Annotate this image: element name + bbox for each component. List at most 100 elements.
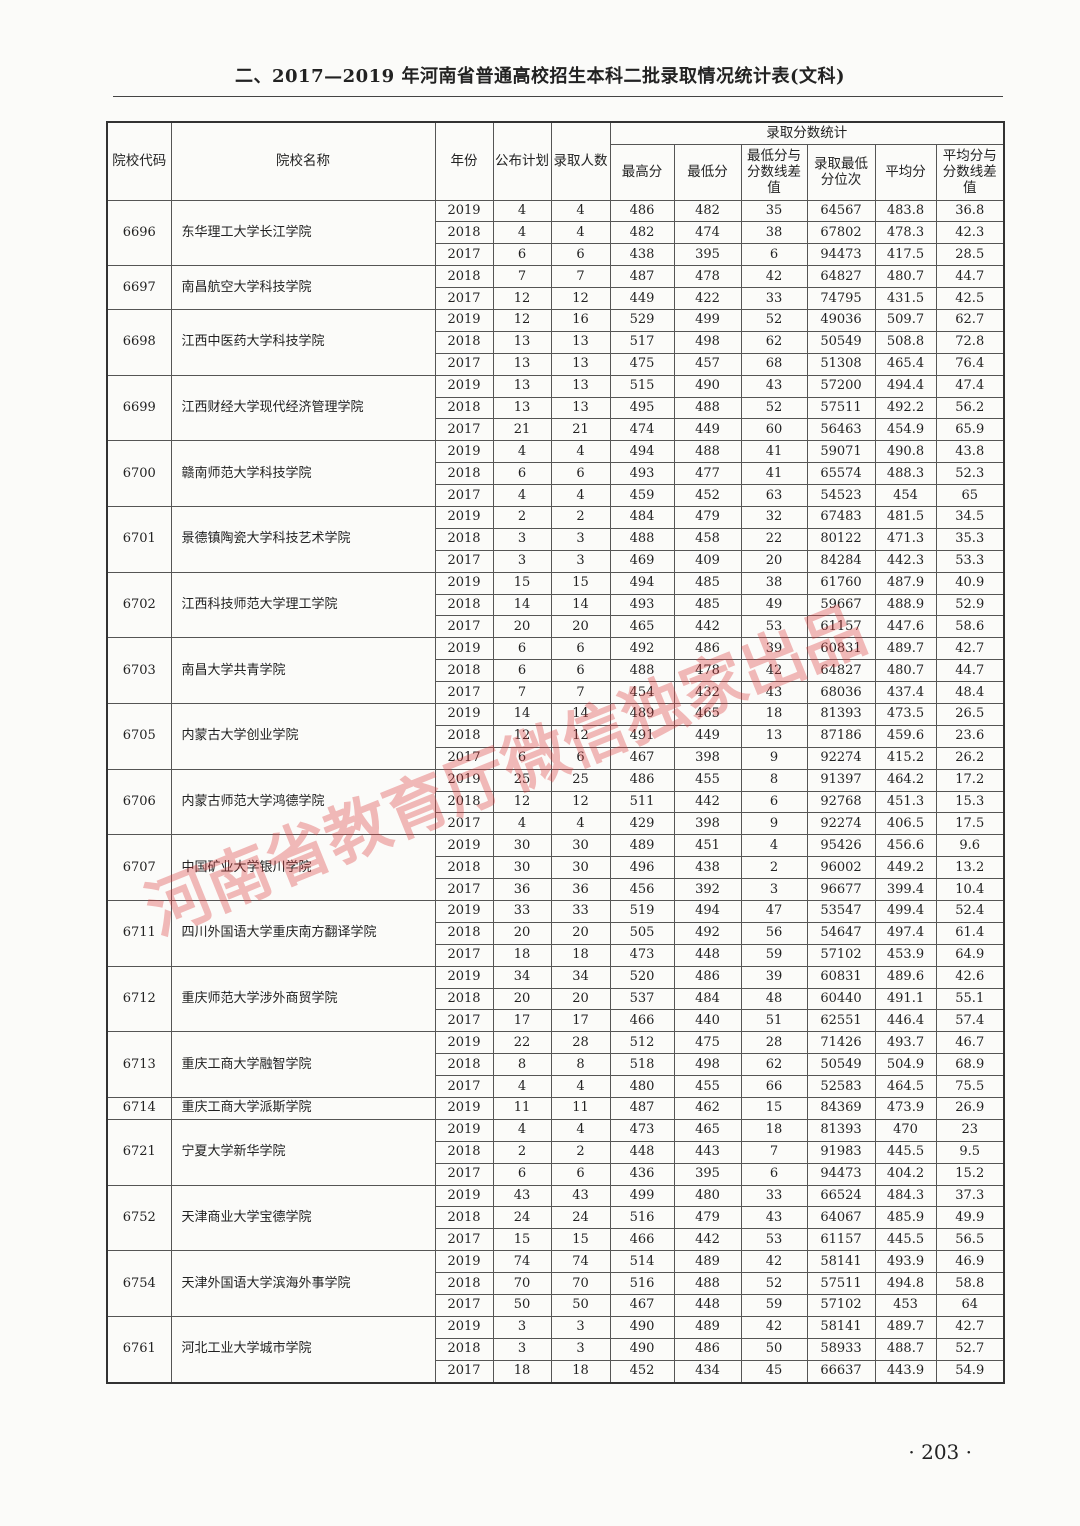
year: 2017 <box>434 549 494 573</box>
header-min-diff: 最低分与分数线差值 <box>740 143 808 201</box>
max-score: 489 <box>609 834 675 858</box>
min-score: 449 <box>673 418 742 442</box>
admitted: 20 <box>550 615 611 639</box>
min-diff: 9 <box>740 812 808 836</box>
avg-diff: 65.9 <box>935 418 1005 442</box>
min-score: 398 <box>673 746 742 770</box>
min-score: 482 <box>673 199 742 223</box>
avg-score: 417.5 <box>874 243 937 267</box>
min-rank: 67802 <box>806 221 876 245</box>
admitted: 2 <box>550 1140 611 1164</box>
min-diff: 42 <box>740 1250 808 1274</box>
max-score: 459 <box>609 484 675 507</box>
min-rank: 61157 <box>806 1228 876 1252</box>
min-rank: 87186 <box>806 724 876 748</box>
min-diff: 45 <box>740 1359 808 1384</box>
max-score: 480 <box>609 1075 675 1099</box>
max-score: 511 <box>609 790 675 814</box>
plan: 15 <box>492 571 552 595</box>
table-row: 2017 12 12 449 422 33 74795 431.5 42.5 <box>107 287 1005 310</box>
avg-diff: 23 <box>935 1118 1005 1142</box>
min-diff: 42 <box>740 265 808 289</box>
plan: 70 <box>492 1272 552 1296</box>
max-score: 512 <box>609 1031 675 1055</box>
plan: 20 <box>492 987 552 1011</box>
min-score: 490 <box>673 374 742 398</box>
max-score: 482 <box>609 221 675 245</box>
year: 2017 <box>434 418 494 442</box>
table-row: 2017 18 18 473 448 59 57102 453.9 64.9 <box>107 943 1005 967</box>
admitted: 30 <box>550 856 611 880</box>
max-score: 473 <box>609 1118 675 1142</box>
year: 2017 <box>434 615 494 639</box>
admitted: 24 <box>550 1206 611 1230</box>
min-rank: 57511 <box>806 396 876 420</box>
table-row: 2017 17 17 466 440 51 62551 446.4 57.4 <box>107 1009 1005 1033</box>
admitted: 6 <box>550 637 611 661</box>
school-name: 南昌航空大学科技学院 <box>170 265 436 310</box>
max-score: 487 <box>609 265 675 289</box>
table-row: 6754 天津外国语大学滨海外事学院 2019 74 74 514 489 42 58141 49… <box>106 1250 1005 1317</box>
header-avg: 平均分 <box>874 143 937 201</box>
min-diff: 42 <box>740 1315 808 1339</box>
admitted: 8 <box>550 1053 611 1077</box>
avg-score: 480.7 <box>874 265 937 289</box>
avg-score: 480.7 <box>874 659 937 683</box>
table-row: 2017 36 36 456 392 3 96677 399.4 10.4 <box>107 878 1005 901</box>
school-code: 6713 <box>106 1031 172 1099</box>
min-score: 486 <box>673 637 742 661</box>
avg-diff: 52.9 <box>935 593 1005 617</box>
min-rank: 96677 <box>806 878 876 901</box>
avg-diff: 26.2 <box>935 746 1005 770</box>
min-score: 442 <box>673 790 742 814</box>
max-score: 490 <box>609 1337 675 1361</box>
admitted: 12 <box>550 790 611 814</box>
max-score: 529 <box>609 308 675 332</box>
table-row: 6721 宁夏大学新华学院 2019 4 4 473 465 18 81393 470 23 <box>106 1118 1005 1186</box>
min-diff: 50 <box>740 1337 808 1361</box>
avg-diff: 37.3 <box>935 1184 1005 1208</box>
year: 2019 <box>434 702 494 726</box>
min-diff: 41 <box>740 462 808 486</box>
avg-score: 488.9 <box>874 593 937 617</box>
year: 2018 <box>434 396 494 420</box>
max-score: 515 <box>609 374 675 398</box>
avg-score: 494.8 <box>874 1272 937 1296</box>
min-rank: 84369 <box>806 1097 876 1120</box>
plan: 7 <box>492 265 552 289</box>
min-score: 458 <box>673 527 742 551</box>
admitted: 4 <box>550 440 611 464</box>
table-row: 6701 景德镇陶瓷大学科技艺术学院 2019 2 2 484 479 32 67483 481.… <box>106 505 1005 573</box>
avg-diff: 42.6 <box>935 965 1005 989</box>
min-diff: 41 <box>740 440 808 464</box>
plan: 30 <box>492 856 552 880</box>
year: 2017 <box>434 352 494 376</box>
school-name: 赣南师范大学科技学院 <box>170 440 436 507</box>
year: 2018 <box>434 724 494 748</box>
min-rank: 95426 <box>806 834 876 858</box>
max-score: 487 <box>609 1097 675 1120</box>
admitted: 4 <box>550 812 611 836</box>
plan: 22 <box>492 1031 552 1055</box>
year: 2018 <box>434 659 494 683</box>
max-score: 489 <box>609 702 675 726</box>
plan: 50 <box>492 1294 552 1317</box>
max-score: 448 <box>609 1140 675 1164</box>
min-diff: 68 <box>740 352 808 376</box>
admitted: 21 <box>550 418 611 442</box>
avg-score: 471.3 <box>874 527 937 551</box>
table-row: 6703 南昌大学共青学院 2019 6 6 492 486 39 60831 489.7 42.7 <box>106 637 1005 704</box>
min-score: 392 <box>673 878 742 901</box>
min-score: 457 <box>673 352 742 376</box>
plan: 4 <box>492 812 552 836</box>
min-diff: 63 <box>740 484 808 507</box>
max-score: 494 <box>609 571 675 595</box>
avg-score: 447.6 <box>874 615 937 639</box>
max-score: 518 <box>609 1053 675 1077</box>
table-row: 2017 50 50 467 448 59 57102 453 64 <box>107 1294 1005 1317</box>
plan: 3 <box>492 527 552 551</box>
admitted: 6 <box>550 462 611 486</box>
avg-diff: 35.3 <box>935 527 1005 551</box>
table-row: 2017 6 6 467 398 9 92274 415.2 26.2 <box>107 746 1005 770</box>
avg-score: 473.5 <box>874 702 937 726</box>
